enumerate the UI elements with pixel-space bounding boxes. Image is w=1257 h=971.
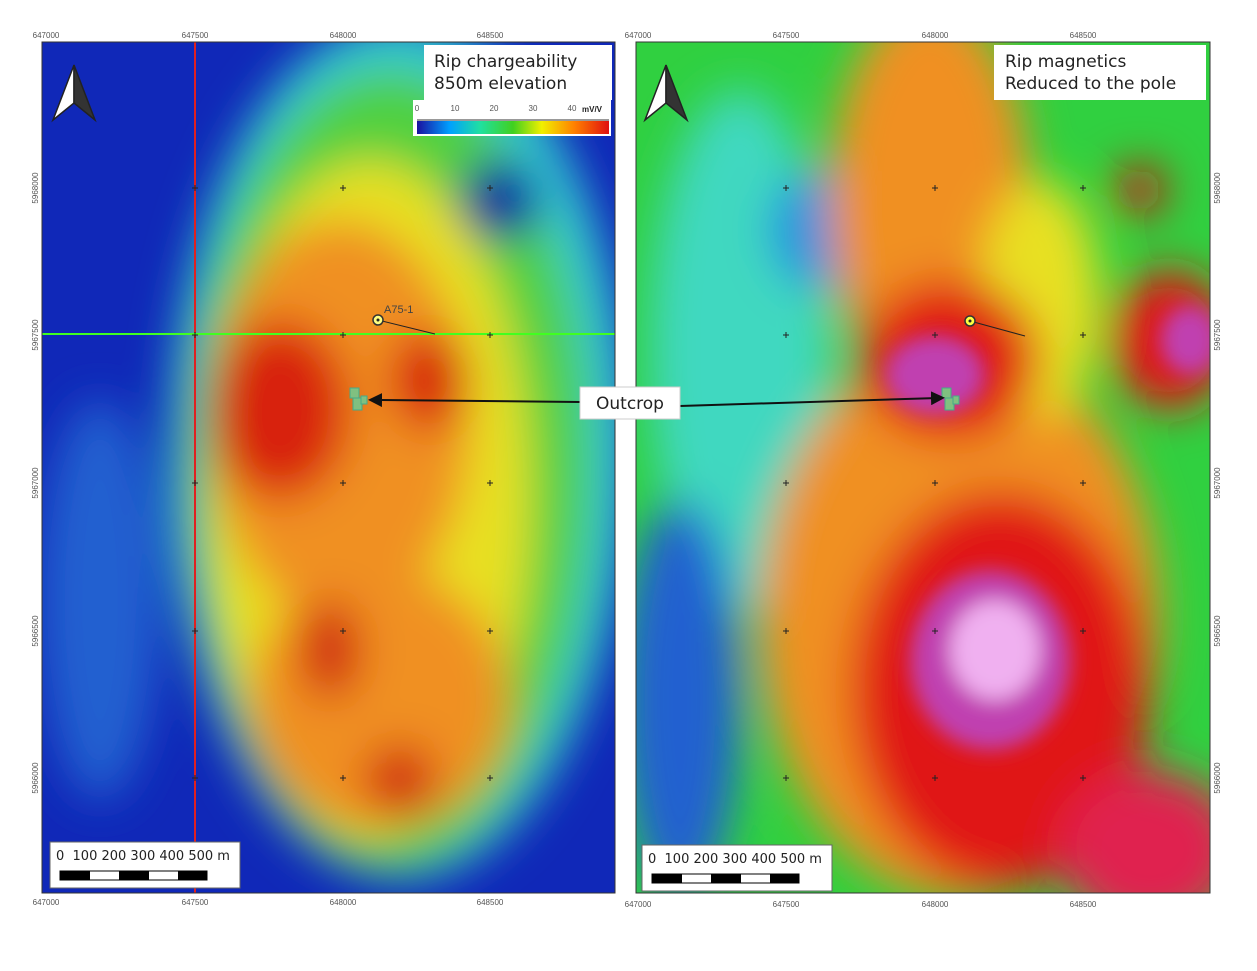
y-tick: 5967500 (31, 319, 40, 351)
x-tick: 648000 (922, 900, 949, 909)
colorbar-unit: mV/V (582, 105, 603, 114)
grid-cross (932, 628, 938, 634)
x-tick: 647000 (625, 900, 652, 909)
grid-cross (783, 185, 789, 191)
grid-cross (192, 775, 198, 781)
grid-cross (340, 185, 346, 191)
x-axis-top-right: 647000 647500 648000 648500 (625, 31, 1097, 40)
grid-crosses (192, 185, 1086, 781)
callout-label: Outcrop (596, 394, 664, 414)
y-tick: 5966500 (31, 615, 40, 647)
x-axis-bottom-left: 647000 647500 648000 648500 (33, 898, 504, 907)
right-title-line2: Reduced to the pole (1005, 74, 1176, 94)
grid-cross (932, 775, 938, 781)
y-axis-right: 5968000 5967500 5967000 5966500 5966000 (1213, 172, 1222, 794)
y-tick: 5966500 (1213, 615, 1222, 647)
x-tick: 648500 (1070, 900, 1097, 909)
outcrop-marker (349, 387, 960, 411)
grid-cross (487, 332, 493, 338)
grid-cross (783, 775, 789, 781)
grid-cross (340, 628, 346, 634)
grid-cross (192, 332, 198, 338)
sample-label: A75-1 (384, 304, 413, 316)
grid-cross (932, 185, 938, 191)
grid-cross (783, 480, 789, 486)
grid-cross (1080, 185, 1086, 191)
left-title-line2: 850m elevation (434, 74, 567, 94)
x-tick: 647000 (33, 31, 60, 40)
grid-cross (487, 185, 493, 191)
left-title-box: Rip chargeability 850m elevation (424, 45, 612, 100)
x-tick: 647500 (773, 31, 800, 40)
x-tick: 648500 (1070, 31, 1097, 40)
outcrop-callout: Outcrop (368, 386, 945, 420)
colorbar-tick: 40 (568, 104, 577, 113)
grid-cross (1080, 628, 1086, 634)
x-tick: 647500 (182, 31, 209, 40)
y-tick: 5968000 (1213, 172, 1222, 204)
y-tick: 5967500 (1213, 319, 1222, 351)
north-arrow-icon (51, 64, 97, 123)
grid-cross (487, 480, 493, 486)
north-arrow-icon (643, 64, 689, 123)
y-axis-left: 5968000 5967500 5967000 5966500 5966000 (31, 172, 40, 794)
x-tick: 648500 (477, 31, 504, 40)
chargeability-map (42, 42, 615, 893)
x-tick: 647500 (773, 900, 800, 909)
x-tick: 647500 (182, 898, 209, 907)
grid-cross (783, 332, 789, 338)
x-tick: 648000 (922, 31, 949, 40)
grid-cross (1080, 480, 1086, 486)
y-tick: 5966000 (1213, 762, 1222, 794)
x-axis-bottom-right: 647000 647500 648000 648500 (625, 900, 1097, 909)
grid-cross (1080, 775, 1086, 781)
grid-cross (932, 480, 938, 486)
grid-cross (487, 775, 493, 781)
x-tick: 648500 (477, 898, 504, 907)
colorbar-tick: 30 (529, 104, 538, 113)
sample-point: A75-1 (372, 304, 1026, 337)
colorbar: 0 10 20 30 40 mV/V (413, 100, 611, 136)
colorbar-tick: 0 (415, 104, 420, 113)
magnetics-map (636, 42, 1210, 893)
scale-bar: 0 100 200 300 400 500 m (49, 841, 241, 889)
grid-cross (1080, 332, 1086, 338)
grid-cross (192, 480, 198, 486)
right-title-box: Rip magnetics Reduced to the pole (994, 45, 1206, 100)
grid-cross (783, 628, 789, 634)
x-tick: 648000 (330, 898, 357, 907)
colorbar-tick: 20 (490, 104, 499, 113)
y-tick: 5968000 (31, 172, 40, 204)
left-title-line1: Rip chargeability (434, 52, 577, 72)
x-tick: 648000 (330, 31, 357, 40)
grid-cross (192, 628, 198, 634)
y-tick: 5966000 (31, 762, 40, 794)
grid-cross (487, 628, 493, 634)
grid-cross (340, 480, 346, 486)
y-tick: 5967000 (1213, 467, 1222, 499)
grid-cross (932, 332, 938, 338)
scale-bar: 0 100 200 300 400 500 m (641, 844, 833, 892)
grid-cross (192, 185, 198, 191)
x-tick: 647000 (33, 898, 60, 907)
x-axis-top-left: 647000 647500 648000 648500 (33, 31, 504, 40)
colorbar-tick: 10 (451, 104, 460, 113)
y-tick: 5967000 (31, 467, 40, 499)
scale-bar-labels: 0 100 200 300 400 500 m (648, 852, 822, 867)
right-title-line1: Rip magnetics (1005, 52, 1126, 72)
grid-cross (340, 332, 346, 338)
scale-bar-labels: 0 100 200 300 400 500 m (56, 849, 230, 864)
x-tick: 647000 (625, 31, 652, 40)
grid-cross (340, 775, 346, 781)
